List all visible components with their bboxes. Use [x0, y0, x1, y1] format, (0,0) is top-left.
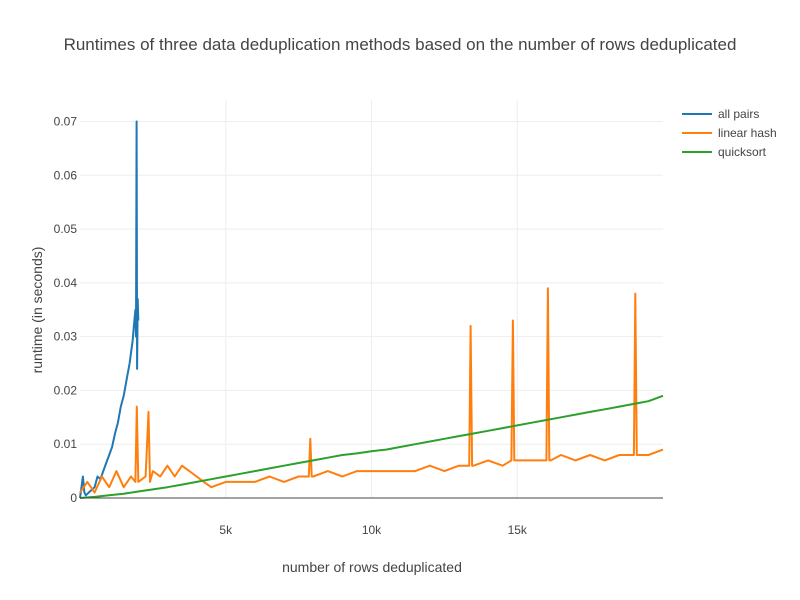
legend-label: all pairs — [718, 107, 759, 121]
y-axis-title: runtime (in seconds) — [29, 247, 45, 374]
axes: 0 0.01 0.02 0.03 0.04 0.05 0.06 0.07 5k 10k 15k — [54, 115, 663, 537]
y-tick-label: 0.05 — [54, 222, 78, 236]
chart-title: Runtimes of three data deduplication met… — [64, 35, 737, 54]
y-tick-label: 0.06 — [54, 168, 78, 182]
y-tick-label: 0.07 — [54, 115, 78, 129]
legend-label: linear hash — [718, 126, 777, 140]
y-tick-label: 0.04 — [54, 276, 78, 290]
legend-label: quicksort — [718, 145, 767, 159]
series-line-all-pairs — [79, 120, 140, 499]
y-tick-label: 0.01 — [54, 437, 78, 451]
x-axis-title: number of rows deduplicated — [282, 559, 462, 575]
legend: all pairs linear hash quicksort — [682, 107, 777, 159]
gridlines — [80, 100, 663, 498]
x-tick-label: 10k — [362, 523, 382, 537]
y-tick-label: 0.03 — [54, 330, 78, 344]
y-tick-label: 0.02 — [54, 383, 78, 397]
series-area — [79, 120, 664, 499]
x-tick-label: 15k — [508, 523, 528, 537]
y-tick-label: 0 — [70, 491, 77, 505]
x-tick-label: 5k — [219, 523, 233, 537]
series-line-linear-hash — [79, 287, 664, 494]
series-line-quicksort — [79, 394, 664, 499]
